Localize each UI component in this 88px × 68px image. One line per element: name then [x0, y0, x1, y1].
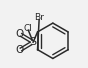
Text: O: O [15, 45, 24, 55]
Text: S: S [30, 37, 37, 47]
Text: Br: Br [34, 13, 44, 22]
Text: O: O [15, 29, 24, 39]
Text: Cl: Cl [23, 24, 32, 33]
